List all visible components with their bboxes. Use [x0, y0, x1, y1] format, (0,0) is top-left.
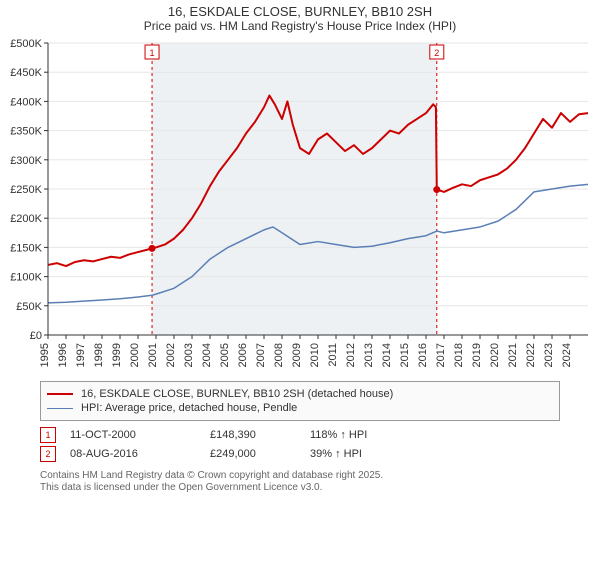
footnote: Contains HM Land Registry data © Crown c… [40, 470, 560, 494]
legend-swatch [47, 393, 73, 395]
svg-text:2007: 2007 [255, 343, 267, 367]
svg-text:2012: 2012 [345, 343, 357, 367]
svg-text:2001: 2001 [147, 343, 159, 367]
svg-text:2: 2 [434, 48, 439, 58]
svg-text:£350K: £350K [10, 126, 42, 138]
svg-text:2013: 2013 [363, 343, 375, 367]
transaction-price: £148,390 [210, 429, 310, 441]
svg-text:2002: 2002 [165, 343, 177, 367]
svg-text:1997: 1997 [75, 343, 87, 367]
svg-text:£50K: £50K [16, 301, 42, 313]
svg-text:1998: 1998 [93, 343, 105, 367]
legend: 16, ESKDALE CLOSE, BURNLEY, BB10 2SH (de… [40, 381, 560, 421]
svg-text:2006: 2006 [237, 343, 249, 367]
svg-text:2016: 2016 [417, 343, 429, 367]
svg-text:2008: 2008 [273, 343, 285, 367]
chart-title-line1: 16, ESKDALE CLOSE, BURNLEY, BB10 2SH [0, 4, 600, 19]
transaction-row: 1 11-OCT-2000£148,390118% ↑ HPI [40, 427, 560, 443]
svg-text:2019: 2019 [471, 343, 483, 367]
transactions-table: 1 11-OCT-2000£148,390118% ↑ HPI 2 08-AUG-20… [40, 427, 560, 462]
svg-text:£250K: £250K [10, 184, 42, 196]
svg-text:2010: 2010 [309, 343, 321, 367]
svg-text:1999: 1999 [111, 343, 123, 367]
transaction-marker: 1 [40, 427, 56, 443]
svg-text:£500K: £500K [10, 38, 42, 50]
svg-text:2023: 2023 [543, 343, 555, 367]
svg-text:2011: 2011 [327, 343, 339, 367]
footnote-line2: This data is licensed under the Open Gov… [40, 482, 560, 494]
svg-text:2021: 2021 [507, 343, 519, 367]
svg-text:2022: 2022 [525, 343, 537, 367]
svg-text:2015: 2015 [399, 343, 411, 367]
transaction-date: 08-AUG-2016 [70, 448, 210, 460]
svg-text:1: 1 [150, 48, 155, 58]
chart-title-line2: Price paid vs. HM Land Registry's House … [0, 19, 600, 33]
svg-text:2020: 2020 [489, 343, 501, 367]
svg-text:£450K: £450K [10, 67, 42, 79]
legend-row: HPI: Average price, detached house, Pend… [47, 402, 553, 414]
legend-swatch [47, 408, 73, 409]
svg-text:1996: 1996 [57, 343, 69, 367]
svg-text:2014: 2014 [381, 343, 393, 367]
svg-text:2004: 2004 [201, 343, 213, 367]
svg-text:2009: 2009 [291, 343, 303, 367]
transaction-row: 2 08-AUG-2016£249,00039% ↑ HPI [40, 446, 560, 462]
transaction-delta: 118% ↑ HPI [310, 429, 420, 441]
legend-label: HPI: Average price, detached house, Pend… [81, 402, 297, 414]
svg-text:£100K: £100K [10, 272, 42, 284]
legend-row: 16, ESKDALE CLOSE, BURNLEY, BB10 2SH (de… [47, 388, 553, 400]
svg-text:2017: 2017 [435, 343, 447, 367]
svg-text:2018: 2018 [453, 343, 465, 367]
svg-text:£400K: £400K [10, 96, 42, 108]
svg-text:£300K: £300K [10, 155, 42, 167]
svg-text:1995: 1995 [39, 343, 51, 367]
transaction-marker: 2 [40, 446, 56, 462]
footnote-line1: Contains HM Land Registry data © Crown c… [40, 470, 560, 482]
svg-text:2000: 2000 [129, 343, 141, 367]
svg-text:£150K: £150K [10, 242, 42, 254]
svg-text:2024: 2024 [561, 343, 573, 367]
price-chart: £0 £50K £100K £150K £200K £250K £300K £350K £400… [0, 37, 600, 377]
svg-text:2005: 2005 [219, 343, 231, 367]
transaction-delta: 39% ↑ HPI [310, 448, 420, 460]
transaction-date: 11-OCT-2000 [70, 429, 210, 441]
svg-text:£0: £0 [30, 330, 42, 342]
legend-label: 16, ESKDALE CLOSE, BURNLEY, BB10 2SH (de… [81, 388, 393, 400]
svg-text:2003: 2003 [183, 343, 195, 367]
svg-text:£200K: £200K [10, 213, 42, 225]
transaction-price: £249,000 [210, 448, 310, 460]
